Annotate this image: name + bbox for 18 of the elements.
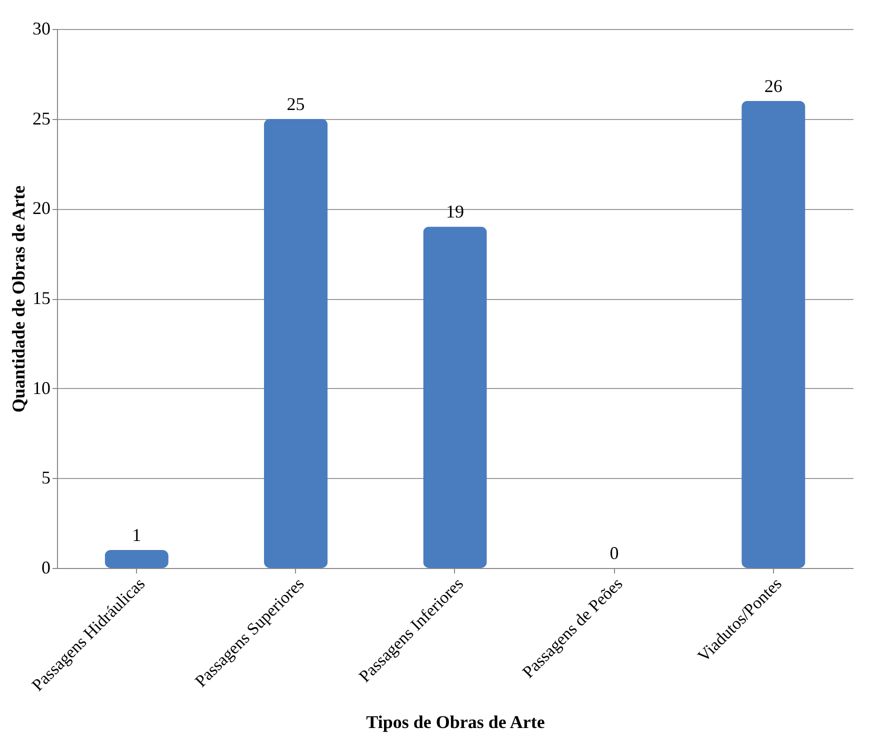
y-tick-label: 0 — [42, 558, 50, 578]
y-axis-title: Quantidade de Obras de Arte — [8, 185, 28, 413]
bar — [742, 100, 806, 568]
data-label: 0 — [610, 543, 619, 563]
y-tick-label: 15 — [32, 288, 50, 308]
bar — [423, 226, 487, 568]
data-label: 19 — [446, 202, 464, 222]
data-label: 26 — [764, 76, 782, 96]
y-tick-label: 10 — [32, 378, 50, 398]
x-axis-title: Tipos de Obras de Arte — [366, 712, 545, 732]
bar — [104, 550, 168, 568]
data-label: 25 — [286, 94, 305, 114]
data-label: 1 — [132, 525, 142, 546]
bar — [264, 118, 328, 568]
y-tick-label: 20 — [32, 198, 50, 218]
y-tick-label: 25 — [32, 108, 50, 128]
y-tick-label: 30 — [32, 18, 50, 38]
y-tick-label: 5 — [42, 468, 50, 488]
